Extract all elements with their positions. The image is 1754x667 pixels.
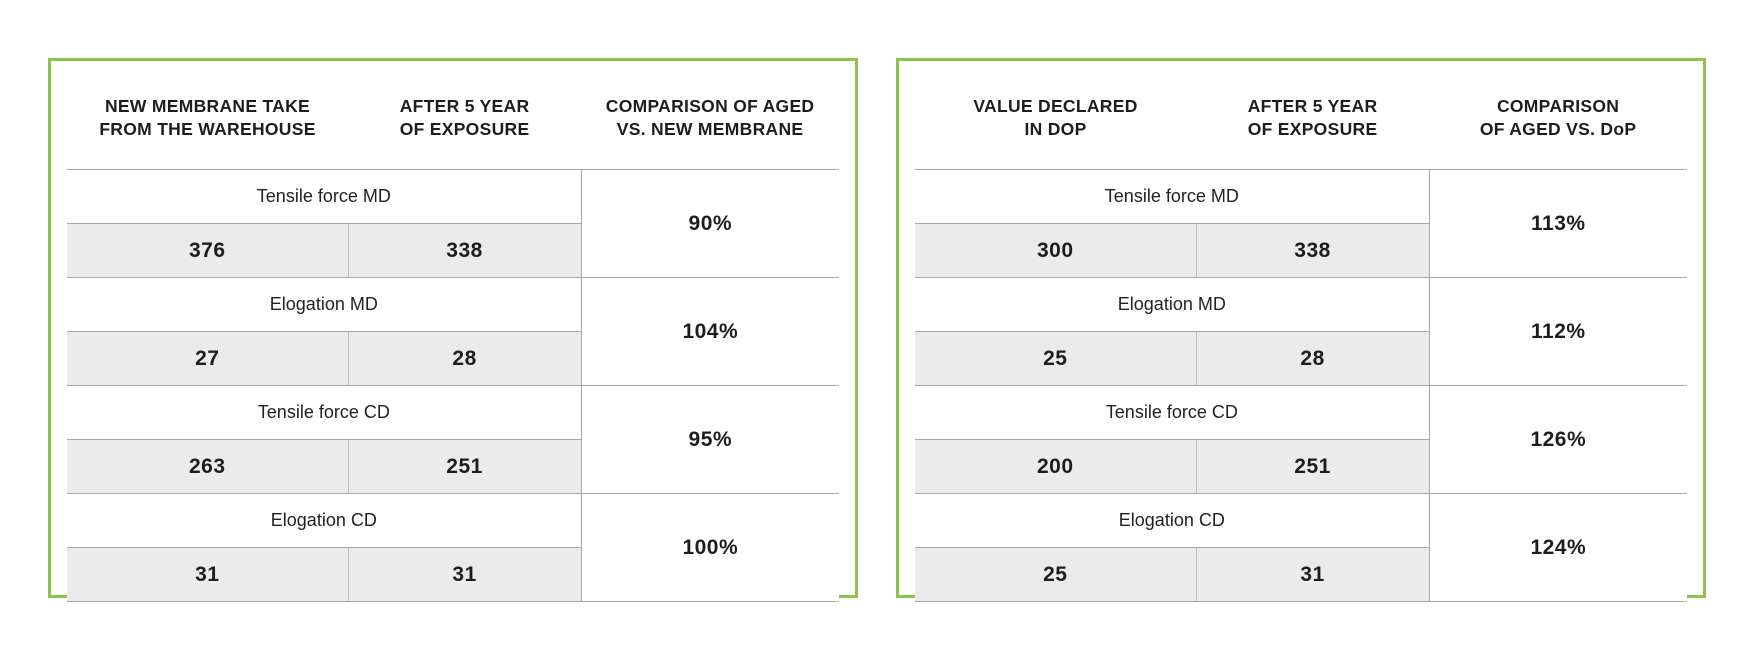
metric-label-row: Elogation CD 100% bbox=[67, 493, 839, 602]
header-after-5-year: AFTER 5 YEAR OF EXPOSURE bbox=[348, 69, 581, 170]
header-line: IN DOP bbox=[1024, 119, 1087, 139]
comparison-value: 100% bbox=[580, 493, 839, 602]
value-cell: 31 bbox=[1195, 547, 1430, 602]
metric-label-row: Elogation CD 124% bbox=[915, 493, 1687, 602]
value-cell: 31 bbox=[347, 547, 582, 602]
header-new-membrane: NEW MEMBRANE TAKE FROM THE WAREHOUSE bbox=[67, 69, 348, 170]
header-line: AFTER 5 YEAR bbox=[1247, 96, 1378, 116]
metric-label: Elogation MD bbox=[915, 277, 1430, 332]
value-cell: 338 bbox=[347, 223, 582, 278]
metric-label: Tensile force CD bbox=[67, 385, 582, 440]
table-aged-vs-new-membrane: NEW MEMBRANE TAKE FROM THE WAREHOUSE AFT… bbox=[67, 69, 839, 602]
value-cell: 251 bbox=[1195, 439, 1430, 494]
metric-values-row: 300 338 bbox=[915, 223, 1687, 278]
metric-values-row: 25 31 bbox=[915, 547, 1687, 602]
metric-values-row: 376 338 bbox=[67, 223, 839, 278]
value-cell: 376 bbox=[67, 223, 348, 278]
comparison-value: 126% bbox=[1428, 385, 1687, 494]
comparison-value: 95% bbox=[580, 385, 839, 494]
header-after-5-year: AFTER 5 YEAR OF EXPOSURE bbox=[1196, 69, 1429, 170]
header-line: VALUE DECLARED bbox=[973, 96, 1138, 116]
panel-aged-vs-dop: VALUE DECLARED IN DOP AFTER 5 YEAR OF EX… bbox=[896, 58, 1706, 602]
metric-values-row: 200 251 bbox=[915, 439, 1687, 494]
value-cell: 200 bbox=[915, 439, 1196, 494]
metric-label-row: Tensile force CD 126% bbox=[915, 385, 1687, 494]
metric-label: Tensile force MD bbox=[915, 169, 1430, 224]
panel-aged-vs-new-membrane: NEW MEMBRANE TAKE FROM THE WAREHOUSE AFT… bbox=[48, 58, 858, 602]
header-line: COMPARISON bbox=[1496, 96, 1620, 116]
value-cell: 251 bbox=[347, 439, 582, 494]
value-cell: 27 bbox=[67, 331, 348, 386]
comparison-value: 104% bbox=[580, 277, 839, 386]
value-cell: 28 bbox=[1195, 331, 1430, 386]
metric-values-row: 31 31 bbox=[67, 547, 839, 602]
metric-label: Elogation CD bbox=[67, 493, 582, 548]
metric-label-row: Tensile force MD 90% bbox=[67, 169, 839, 278]
metric-label: Elogation MD bbox=[67, 277, 582, 332]
header-line: AFTER 5 YEAR bbox=[399, 96, 530, 116]
header-line: FROM THE WAREHOUSE bbox=[99, 119, 316, 139]
metric-values-row: 27 28 bbox=[67, 331, 839, 386]
header-line: COMPARISON OF AGED bbox=[605, 96, 815, 116]
header-line: NEW MEMBRANE TAKE bbox=[104, 96, 311, 116]
header-line: VS. NEW MEMBRANE bbox=[616, 119, 804, 139]
metric-values-row: 25 28 bbox=[915, 331, 1687, 386]
header-comparison: COMPARISON OF AGED VS. NEW MEMBRANE bbox=[581, 69, 839, 170]
metric-label: Tensile force MD bbox=[67, 169, 582, 224]
header-line: OF EXPOSURE bbox=[399, 119, 530, 139]
header-line: OF EXPOSURE bbox=[1247, 119, 1378, 139]
metric-values-row: 263 251 bbox=[67, 439, 839, 494]
comparison-value: 112% bbox=[1428, 277, 1687, 386]
value-cell: 28 bbox=[347, 331, 582, 386]
value-cell: 31 bbox=[67, 547, 348, 602]
table-aged-vs-dop: VALUE DECLARED IN DOP AFTER 5 YEAR OF EX… bbox=[915, 69, 1687, 602]
header-line: OF AGED VS. DoP bbox=[1479, 119, 1637, 139]
metric-label-row: Tensile force MD 113% bbox=[915, 169, 1687, 278]
value-cell: 300 bbox=[915, 223, 1196, 278]
value-cell: 338 bbox=[1195, 223, 1430, 278]
header-row: VALUE DECLARED IN DOP AFTER 5 YEAR OF EX… bbox=[915, 69, 1687, 170]
header-comparison: COMPARISON OF AGED VS. DoP bbox=[1429, 69, 1687, 170]
header-value-declared: VALUE DECLARED IN DOP bbox=[915, 69, 1196, 170]
metric-label: Tensile force CD bbox=[915, 385, 1430, 440]
metric-label-row: Elogation MD 112% bbox=[915, 277, 1687, 386]
value-cell: 263 bbox=[67, 439, 348, 494]
value-cell: 25 bbox=[915, 331, 1196, 386]
value-cell: 25 bbox=[915, 547, 1196, 602]
comparison-value: 124% bbox=[1428, 493, 1687, 602]
metric-label-row: Elogation MD 104% bbox=[67, 277, 839, 386]
comparison-value: 90% bbox=[580, 169, 839, 278]
metric-label-row: Tensile force CD 95% bbox=[67, 385, 839, 494]
header-row: NEW MEMBRANE TAKE FROM THE WAREHOUSE AFT… bbox=[67, 69, 839, 170]
metric-label: Elogation CD bbox=[915, 493, 1430, 548]
comparison-value: 113% bbox=[1428, 169, 1687, 278]
